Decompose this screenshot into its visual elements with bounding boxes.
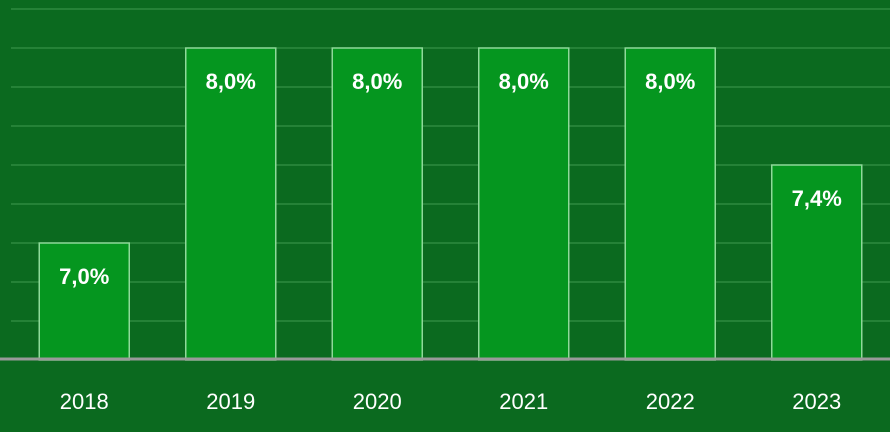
data-label: 8,0% <box>499 69 549 94</box>
data-label: 7,4% <box>792 186 842 211</box>
x-tick-label: 2018 <box>60 389 109 414</box>
bar <box>624 47 716 361</box>
bar <box>185 47 277 361</box>
bar <box>478 47 570 361</box>
data-label: 8,0% <box>352 69 402 94</box>
x-tick-label: 2022 <box>646 389 695 414</box>
bar <box>38 242 130 361</box>
data-label: 8,0% <box>645 69 695 94</box>
bar <box>331 47 423 361</box>
data-label: 7,0% <box>59 264 109 289</box>
x-tick-label: 2023 <box>792 389 841 414</box>
x-tick-label: 2021 <box>499 389 548 414</box>
data-label: 8,0% <box>206 69 256 94</box>
bar <box>771 164 863 361</box>
x-tick-label: 2020 <box>353 389 402 414</box>
x-tick-label: 2019 <box>206 389 255 414</box>
